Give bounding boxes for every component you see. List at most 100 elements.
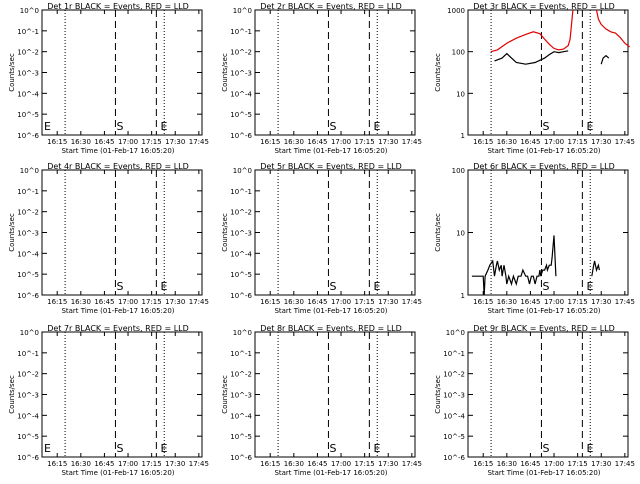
- x-tick-label: 17:45: [402, 138, 422, 146]
- x-tick-label: 17:45: [402, 298, 422, 306]
- plot-frame: [467, 331, 629, 458]
- y-tick-label: 100: [452, 167, 465, 175]
- y-axis-label: Counts/sec: [434, 213, 442, 252]
- panel-title: Det 7r BLACK = Events, RED = LLD: [47, 324, 189, 333]
- x-tick-label: 17:15: [355, 138, 375, 146]
- detector-panel-9: Det 9r BLACK = Events, RED = LLD 16:15 16:…: [434, 324, 635, 477]
- plot-frame: [254, 9, 416, 136]
- x-tick-label: 17:15: [355, 298, 375, 306]
- y-axis-label: Counts/sec: [8, 53, 16, 92]
- y-tick-label: 10^-4: [17, 250, 39, 258]
- x-tick-label: 16:45: [94, 298, 114, 306]
- x-tick-label: 16:45: [94, 460, 114, 468]
- y-axis-label: Counts/sec: [221, 53, 229, 92]
- x-tick-label: 17:45: [189, 460, 209, 468]
- x-tick-label: 17:00: [544, 460, 564, 468]
- x-tick-label: 17:15: [355, 460, 375, 468]
- event-marker-label: S: [329, 442, 336, 455]
- event-marker-label: S: [329, 120, 336, 133]
- panel-title: Det 3r BLACK = Events, RED = LLD: [473, 2, 615, 11]
- event-marker-label: E: [587, 280, 594, 293]
- y-axis-label: Counts/sec: [8, 375, 16, 414]
- x-tick-label: 16:45: [520, 460, 540, 468]
- y-tick-label: 10^0: [233, 7, 252, 15]
- y-tick-label: 10^0: [20, 7, 39, 15]
- x-tick-label: 16:30: [497, 298, 517, 306]
- x-tick-label: 17:15: [568, 138, 588, 146]
- y-tick-label: 10^-1: [230, 350, 252, 358]
- x-tick-label: 16:45: [520, 298, 540, 306]
- series-events-line: [600, 54, 610, 65]
- panel-title: Det 6r BLACK = Events, RED = LLD: [473, 162, 615, 171]
- event-marker-label: E: [161, 442, 168, 455]
- y-tick-label: 10^-2: [443, 371, 465, 379]
- y-tick-label: 10^-6: [17, 132, 39, 140]
- x-tick-label: 17:45: [615, 138, 635, 146]
- y-tick-label: 100: [452, 49, 465, 57]
- y-tick-label: 10^-1: [230, 188, 252, 196]
- y-tick-label: 10^-3: [443, 392, 465, 400]
- event-marker-label: E: [161, 120, 168, 133]
- event-marker-label: E: [587, 120, 594, 133]
- y-tick-label: 10^0: [20, 167, 39, 175]
- panel-title: Det 5r BLACK = Events, RED = LLD: [260, 162, 402, 171]
- x-tick-label: 17:00: [331, 138, 351, 146]
- plot-frame: [467, 9, 629, 136]
- x-tick-label: 16:30: [71, 138, 91, 146]
- y-tick-label: 10^-1: [443, 350, 465, 358]
- x-tick-label: 16:30: [71, 298, 91, 306]
- y-tick-label: 10^-6: [17, 454, 39, 462]
- y-tick-label: 10^-3: [230, 70, 252, 78]
- x-tick-label: 16:15: [47, 298, 67, 306]
- x-tick-label: 17:30: [378, 460, 398, 468]
- x-tick-label: 16:15: [47, 138, 67, 146]
- y-tick-label: 10^-5: [230, 433, 252, 441]
- y-tick-label: 10^0: [233, 167, 252, 175]
- x-axis-label: Start Time (01-Feb-17 16:05:20): [487, 469, 600, 477]
- series-lld-line: [595, 9, 630, 48]
- y-tick-label: 10^-5: [17, 271, 39, 279]
- y-tick-label: 10^-5: [17, 111, 39, 119]
- y-axis-label: Counts/sec: [434, 375, 442, 414]
- event-marker-label: S: [542, 442, 549, 455]
- y-tick-label: 10^-3: [17, 70, 39, 78]
- x-tick-label: 17:15: [142, 298, 162, 306]
- x-tick-label: 16:45: [520, 138, 540, 146]
- event-marker-label: S: [542, 280, 549, 293]
- event-marker-label: S: [116, 442, 123, 455]
- y-tick-label: 1: [461, 132, 465, 140]
- x-tick-label: 16:30: [284, 138, 304, 146]
- y-axis-label: Counts/sec: [8, 213, 16, 252]
- panel-title: Det 1r BLACK = Events, RED = LLD: [47, 2, 189, 11]
- detector-panel-7: Det 7r BLACK = Events, RED = LLD 16:15 16:…: [8, 324, 209, 477]
- x-tick-label: 17:00: [331, 298, 351, 306]
- y-tick-label: 10^-4: [443, 412, 465, 420]
- y-tick-label: 10^-6: [230, 454, 252, 462]
- event-marker-label: E: [44, 442, 51, 455]
- x-tick-label: 17:15: [568, 460, 588, 468]
- x-tick-label: 17:30: [165, 460, 185, 468]
- event-marker-label: E: [161, 280, 168, 293]
- x-tick-label: 16:45: [94, 138, 114, 146]
- plot-frame: [467, 169, 629, 296]
- detector-panel-2: Det 2r BLACK = Events, RED = LLD 16:15 16:…: [221, 2, 422, 155]
- x-tick-label: 16:30: [497, 138, 517, 146]
- y-tick-label: 10: [456, 230, 465, 238]
- detector-panel-8: Det 8r BLACK = Events, RED = LLD 16:15 16:…: [221, 324, 422, 477]
- y-tick-label: 10^-3: [230, 392, 252, 400]
- series-events-line: [471, 235, 557, 296]
- x-tick-label: 17:00: [544, 298, 564, 306]
- y-tick-label: 10^-2: [17, 209, 39, 217]
- x-tick-label: 16:15: [260, 460, 280, 468]
- x-tick-label: 16:30: [284, 460, 304, 468]
- x-tick-label: 17:30: [165, 298, 185, 306]
- y-tick-label: 1: [461, 292, 465, 300]
- panel-title: Det 2r BLACK = Events, RED = LLD: [260, 2, 402, 11]
- panel-title: Det 4r BLACK = Events, RED = LLD: [47, 162, 189, 171]
- panel-title: Det 9r BLACK = Events, RED = LLD: [473, 324, 615, 333]
- x-axis-label: Start Time (01-Feb-17 16:05:20): [487, 307, 600, 315]
- series-events-line: [494, 50, 569, 65]
- y-tick-label: 10^-6: [17, 292, 39, 300]
